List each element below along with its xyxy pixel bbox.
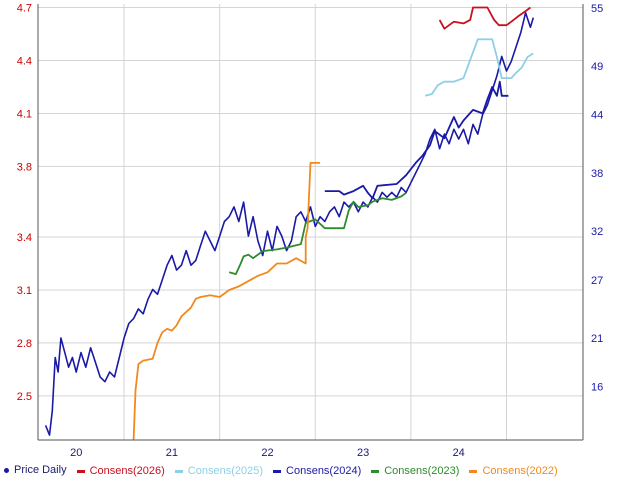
x-tick-label: 20 (70, 447, 82, 459)
legend-swatch (273, 470, 282, 473)
y-right-tick-label: 38 (591, 168, 603, 180)
y-right-tick-label: 21 (591, 333, 603, 345)
legend-item: Consens(2024) (273, 463, 361, 480)
legend-item: Consens(2023) (371, 463, 459, 480)
legend-label: Price Daily (14, 464, 67, 476)
legend-label: Consens(2023) (384, 465, 460, 477)
axis-layer: 2.5 2.8 3.1 3.4 3.8 4.1 4.4 4.7 16 21 27 32 38 44 49 55… (17, 3, 604, 459)
legend-item: Consens(2026) (76, 463, 165, 480)
y-left-tick-label: 2.5 (17, 391, 32, 403)
y-right-tick-label: 27 (591, 275, 603, 287)
y-right-tick-label: 49 (591, 61, 603, 73)
x-tick-label: 22 (261, 447, 273, 459)
legend-item: Consens(2025) (174, 463, 264, 480)
legend-swatch (469, 470, 478, 473)
legend: Price Daily Consens(2026) Consens(2025) Con… (4, 462, 616, 480)
series-line-consens-2026 (438, 6, 531, 30)
series-line-price-daily (44, 11, 535, 436)
legend-swatch (371, 470, 380, 473)
legend-label: Consens(2024) (286, 465, 362, 477)
series-line-consens-2025 (424, 38, 534, 97)
y-right-tick-label: 44 (591, 110, 603, 122)
y-right-tick-label: 55 (591, 3, 603, 15)
series-layer (44, 6, 535, 441)
x-tick-label: 21 (166, 447, 178, 459)
y-left-tick-label: 2.8 (17, 338, 32, 350)
legend-item: Consens(2022) (469, 463, 558, 480)
legend-item: Price Daily (4, 462, 67, 479)
legend-label: Consens(2022) (482, 465, 558, 477)
y-left-tick-label: 3.8 (17, 161, 32, 173)
legend-label: Consens(2026) (89, 465, 165, 477)
y-left-tick-label: 3.1 (17, 285, 32, 297)
grid-layer (38, 4, 583, 440)
series-line-consens-2022 (132, 162, 321, 441)
series-line-consens-2024 (324, 80, 509, 200)
x-tick-label: 24 (453, 447, 465, 459)
series-line-consens-2023 (228, 192, 407, 275)
legend-swatch (174, 470, 183, 473)
y-left-tick-label: 4.1 (17, 108, 32, 120)
legend-swatch (4, 468, 9, 473)
x-tick-label: 23 (357, 447, 369, 459)
y-left-tick-label: 4.7 (17, 3, 32, 15)
y-left-tick-label: 4.4 (17, 55, 32, 67)
y-right-tick-label: 16 (591, 382, 603, 394)
legend-label: Consens(2025) (187, 465, 264, 477)
chart-svg: 2.5 2.8 3.1 3.4 3.8 4.1 4.4 4.7 16 21 27 32 38 44 49 55… (17, 3, 604, 459)
y-right-tick-label: 32 (591, 226, 603, 238)
legend-swatch (76, 470, 85, 473)
y-left-tick-label: 3.4 (17, 232, 32, 244)
